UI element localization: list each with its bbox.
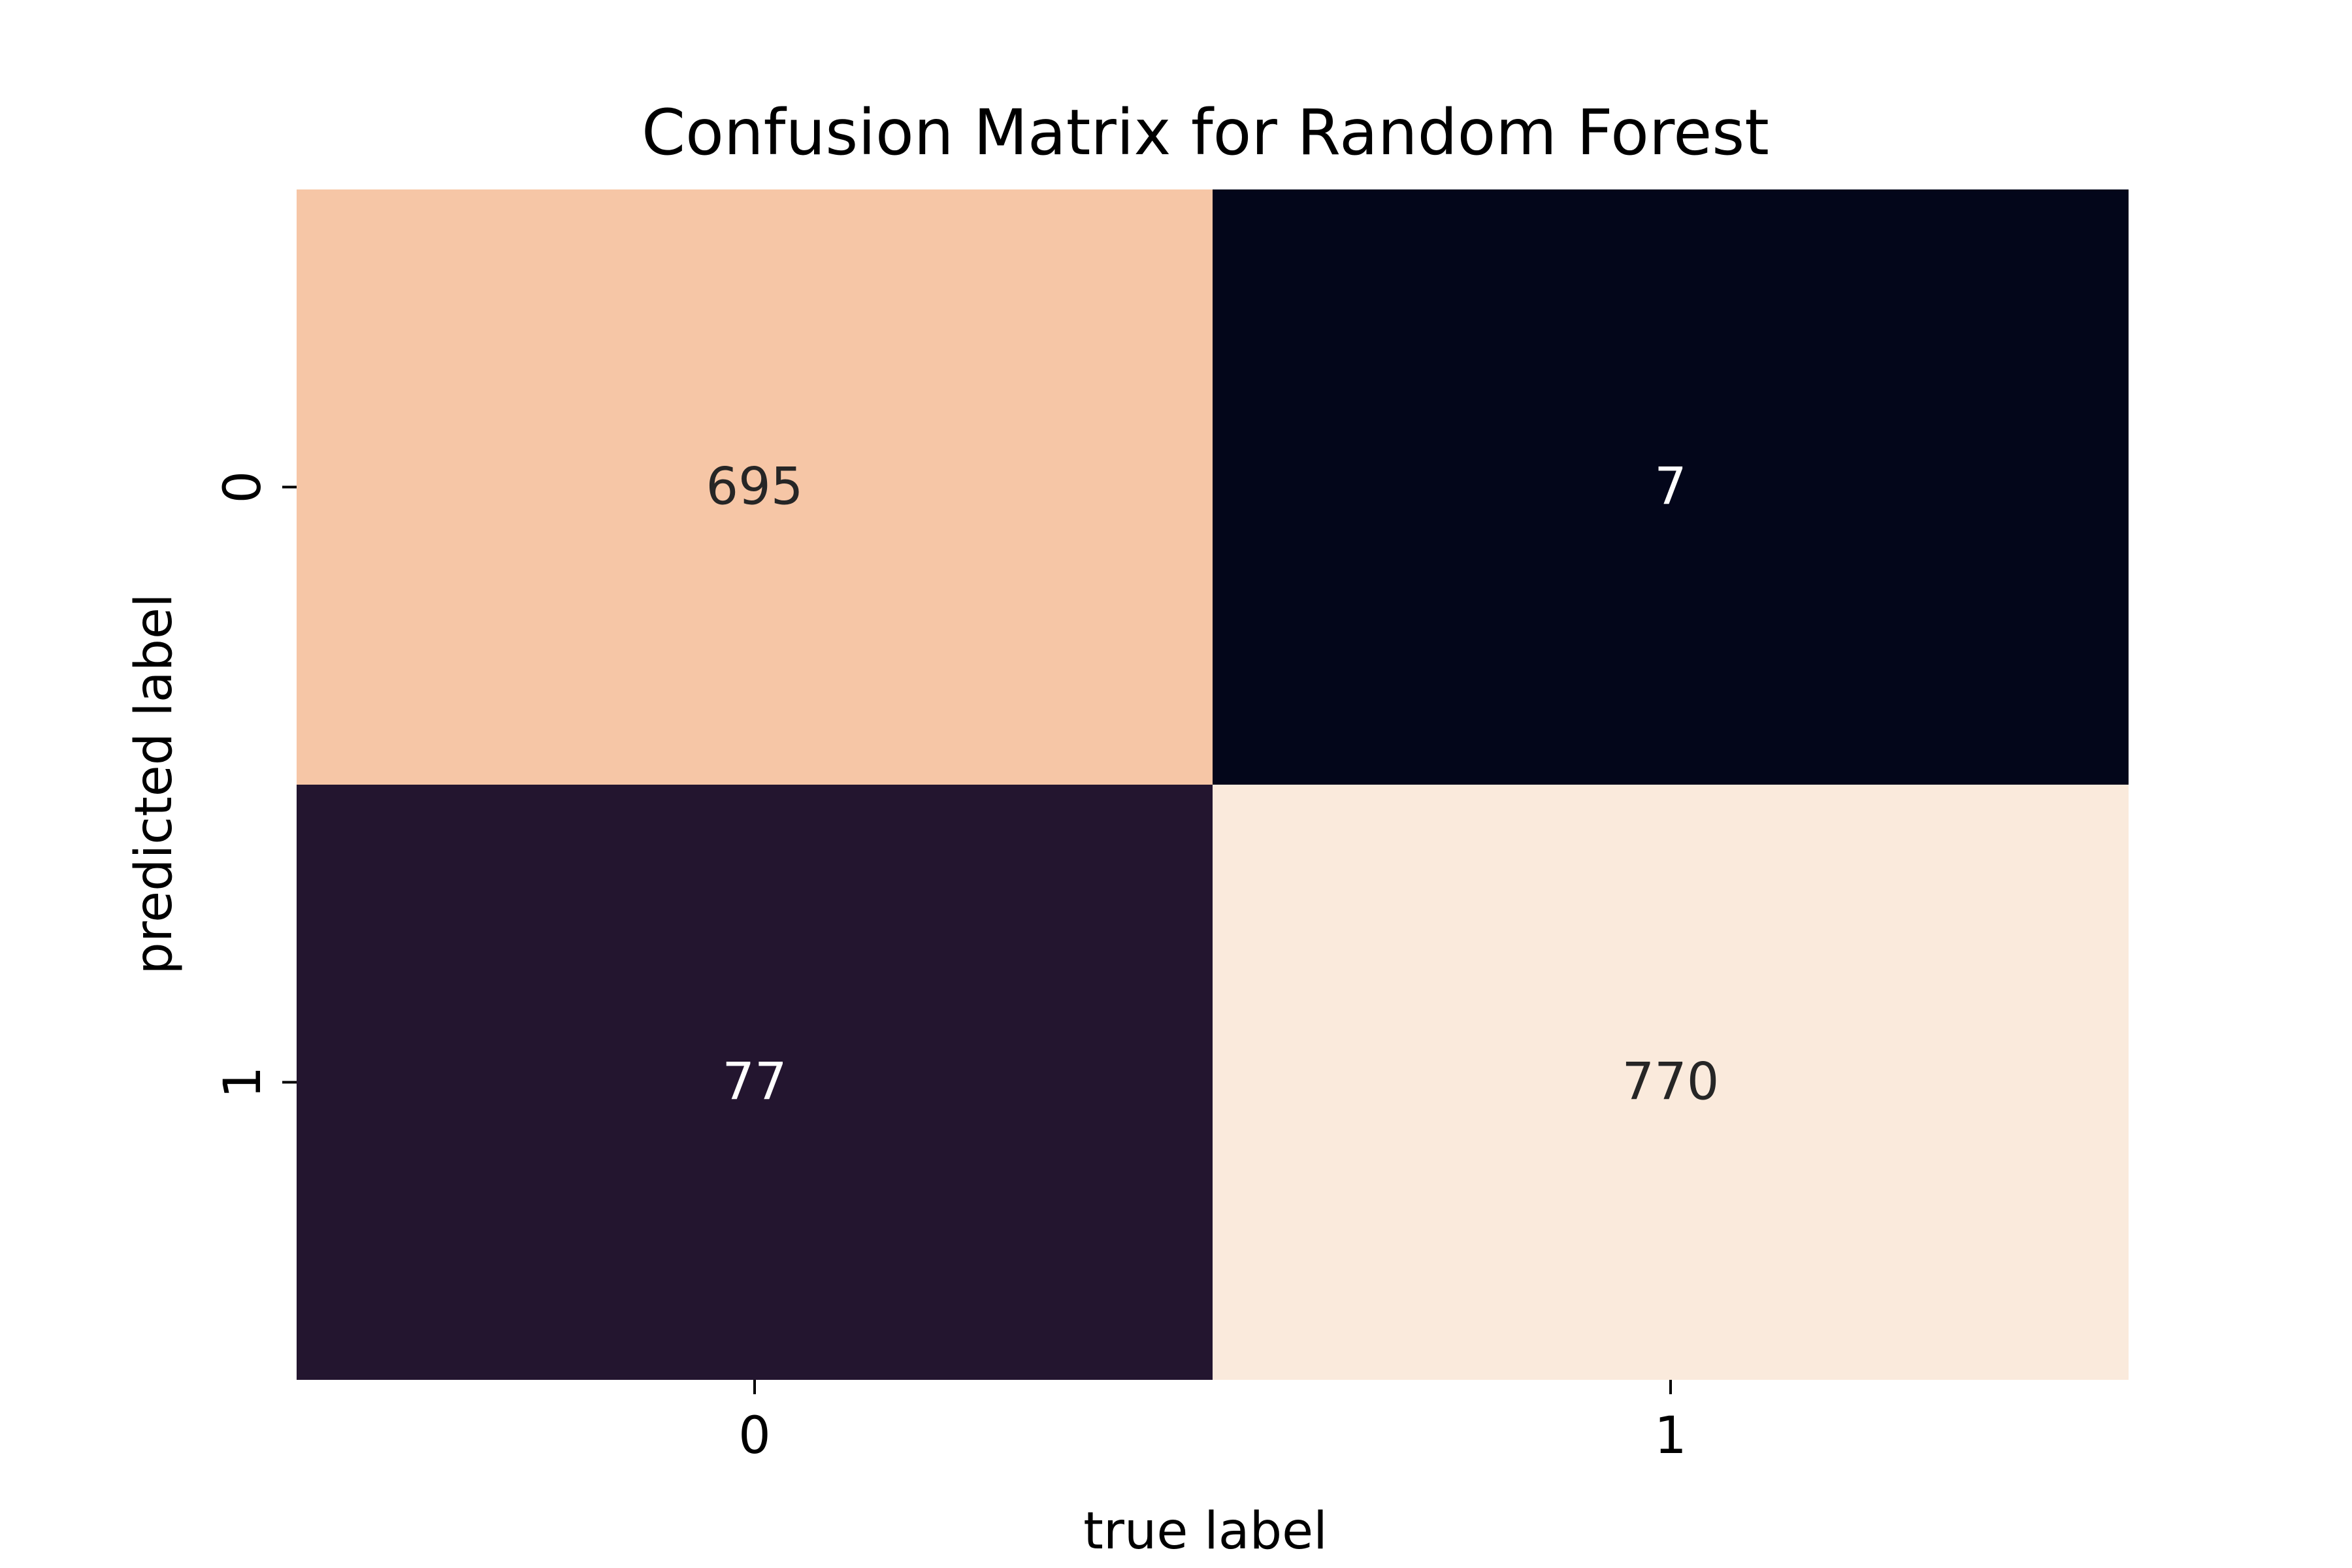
y-tick-label-1: 1	[214, 1066, 272, 1099]
heatmap-cell-0-1	[1213, 189, 2129, 785]
heatmap-cells: 695 777 770	[297, 189, 2129, 1380]
heatmap-cell-0-0	[297, 189, 1213, 785]
heatmap-cell-1-1	[1213, 785, 2129, 1380]
x-tick-label-1: 1	[1654, 1407, 1687, 1465]
chart-title: Confusion Matrix for Random Forest	[642, 96, 1769, 169]
cell-value-label-1-0: 77	[722, 1053, 787, 1112]
axis-ticks: 0 1 0 1	[214, 471, 1687, 1465]
heatmap-cell-1-0	[297, 785, 1213, 1380]
x-tick-label-0: 0	[738, 1407, 771, 1465]
cell-value-label-0-0: 695	[706, 458, 804, 517]
y-axis-label: predicted label	[125, 593, 184, 974]
x-axis-label: true label	[1083, 1502, 1328, 1561]
cell-value-label-0-1: 7	[1654, 458, 1687, 517]
cell-value-label-1-1: 770	[1622, 1053, 1720, 1112]
y-tick-label-0: 0	[214, 471, 272, 504]
